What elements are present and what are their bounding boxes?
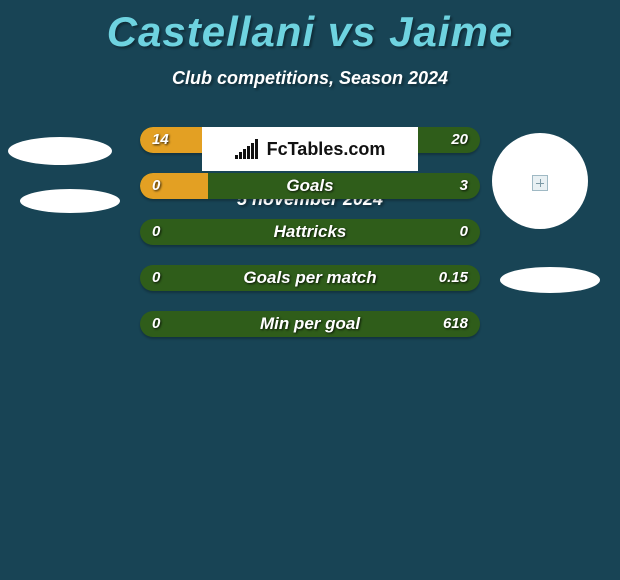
stat-label: Hattricks bbox=[140, 219, 480, 245]
right-player-shadow bbox=[500, 267, 600, 293]
left-player-ellipse-top bbox=[8, 137, 112, 165]
brand-bar-icon bbox=[243, 149, 246, 159]
stat-bar: 03Goals bbox=[140, 173, 480, 199]
brand-bar-icon bbox=[251, 143, 254, 159]
stat-bar: 00Hattricks bbox=[140, 219, 480, 245]
page-title: Castellani vs Jaime bbox=[0, 8, 620, 56]
stat-label: Goals per match bbox=[140, 265, 480, 291]
brand-text: FcTables.com bbox=[267, 139, 386, 160]
stat-bar: 00.15Goals per match bbox=[140, 265, 480, 291]
subtitle: Club competitions, Season 2024 bbox=[0, 68, 620, 89]
brand-badge: FcTables.com bbox=[202, 127, 418, 171]
stat-label: Goals bbox=[140, 173, 480, 199]
brand-bars-icon bbox=[235, 139, 261, 159]
brand-bar-icon bbox=[235, 155, 238, 159]
avatar-placeholder-icon bbox=[532, 175, 548, 191]
brand-bar-icon bbox=[247, 146, 250, 159]
left-player-ellipse-bottom bbox=[20, 189, 120, 213]
brand-bar-icon bbox=[239, 152, 242, 159]
brand-bar-icon bbox=[255, 139, 258, 159]
stat-bar: 0618Min per goal bbox=[140, 311, 480, 337]
stat-label: Min per goal bbox=[140, 311, 480, 337]
